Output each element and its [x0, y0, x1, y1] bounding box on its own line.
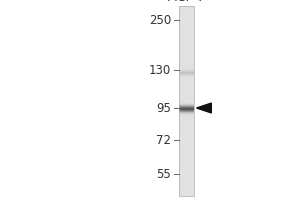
Text: 72: 72 — [156, 134, 171, 146]
Polygon shape — [196, 103, 211, 113]
Text: 55: 55 — [156, 168, 171, 180]
Text: 250: 250 — [149, 14, 171, 26]
Text: 130: 130 — [149, 64, 171, 76]
Bar — [178, 6, 194, 196]
Text: MCF-7: MCF-7 — [167, 0, 206, 4]
Text: 95: 95 — [156, 102, 171, 114]
